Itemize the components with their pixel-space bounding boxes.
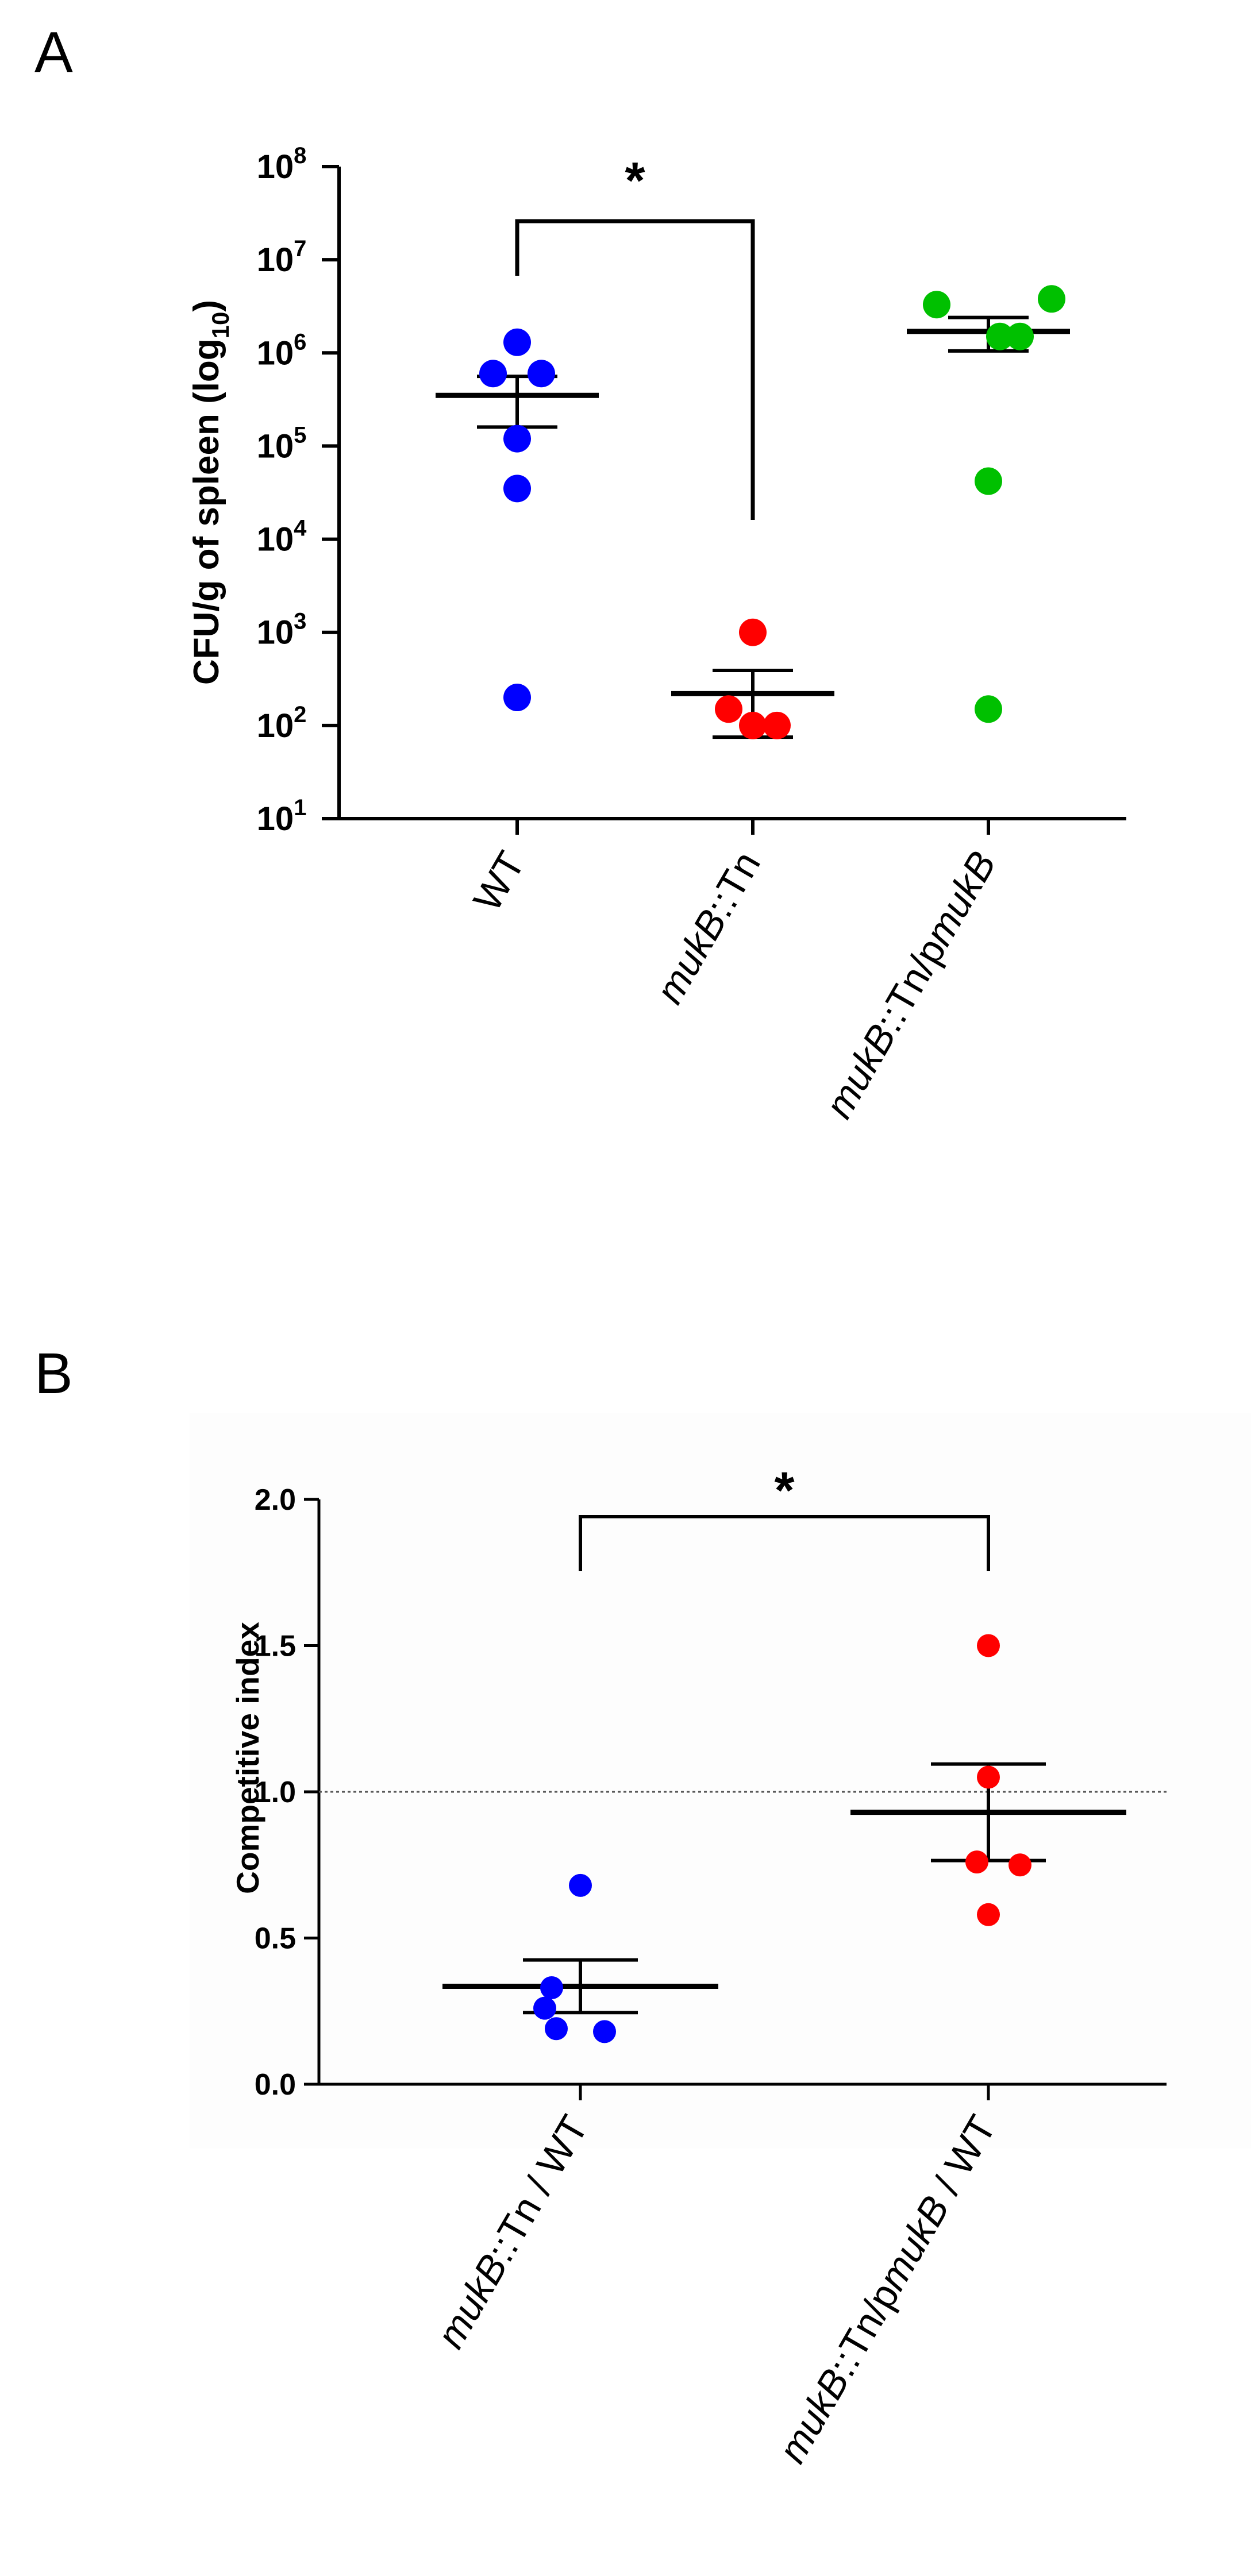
panel-b-background bbox=[190, 1413, 1251, 2149]
data-point bbox=[503, 684, 531, 712]
y-tick-base: 10 bbox=[257, 521, 294, 558]
significance-star: * bbox=[625, 152, 645, 210]
data-point bbox=[975, 695, 1002, 723]
panel-b-points bbox=[533, 1634, 1031, 2043]
y-tick-label: 107 bbox=[257, 236, 307, 279]
panel-b-significance-bracket: * bbox=[579, 1462, 990, 1571]
data-point bbox=[975, 467, 1002, 495]
y-tick-label: 101 bbox=[257, 795, 307, 838]
y-tick-base: 10 bbox=[257, 427, 294, 465]
y-tick-exponent: 2 bbox=[294, 702, 306, 727]
y-axis-label-main: CFU/g of spleen (log bbox=[187, 338, 226, 685]
data-point bbox=[533, 1996, 556, 2020]
data-point bbox=[739, 618, 767, 646]
y-tick-base: 10 bbox=[257, 334, 294, 372]
y-tick-exponent: 5 bbox=[294, 422, 306, 448]
data-point bbox=[1038, 285, 1065, 313]
data-point bbox=[739, 711, 767, 739]
data-point bbox=[986, 322, 1014, 350]
panel-b-mean-sem-bars bbox=[442, 1762, 1126, 2015]
data-point bbox=[545, 2017, 568, 2041]
y-tick-label: 0.5 bbox=[255, 1922, 296, 1956]
y-axis-label-subscript: 10 bbox=[207, 312, 234, 339]
y-tick-exponent: 7 bbox=[294, 236, 306, 261]
y-tick-exponent: 8 bbox=[294, 143, 306, 168]
panel-b-y-axis-label: Competitive index bbox=[230, 1622, 265, 1894]
panel-b-y-ticks: 0.0 0.5 1.0 1.5 2.0 bbox=[255, 1483, 319, 2101]
y-tick-exponent: 3 bbox=[294, 609, 306, 634]
data-point bbox=[977, 1765, 1000, 1789]
y-tick-label: 103 bbox=[257, 609, 307, 651]
data-point bbox=[923, 291, 950, 319]
data-point bbox=[715, 695, 742, 723]
significance-bracket-line bbox=[579, 1515, 990, 1571]
data-point bbox=[977, 1634, 1000, 1657]
y-tick-exponent: 1 bbox=[294, 795, 306, 820]
data-point bbox=[1006, 322, 1034, 350]
y-tick-label: 1.0 bbox=[255, 1776, 296, 1809]
data-point bbox=[763, 711, 791, 739]
data-point bbox=[479, 360, 507, 388]
panel-a-y-axis-label: CFU/g of spleen (log10) bbox=[187, 300, 234, 685]
panel-a-points bbox=[479, 285, 1065, 739]
panel-b-letter: B bbox=[34, 1341, 73, 1406]
y-tick-base: 10 bbox=[257, 800, 294, 838]
y-axis-label-close: ) bbox=[187, 300, 226, 312]
y-tick-base: 10 bbox=[257, 148, 294, 186]
significance-bracket-line bbox=[515, 219, 755, 520]
y-tick-base: 10 bbox=[257, 241, 294, 279]
y-tick-base: 10 bbox=[257, 614, 294, 651]
y-tick-label: 1.5 bbox=[255, 1630, 296, 1663]
y-tick-exponent: 4 bbox=[294, 516, 307, 541]
y-axis-label: Competitive index bbox=[230, 1622, 265, 1894]
data-point bbox=[503, 328, 531, 356]
data-point bbox=[503, 475, 531, 503]
y-tick-label: 106 bbox=[257, 329, 307, 372]
y-tick-base: 10 bbox=[257, 707, 294, 745]
data-point bbox=[977, 1903, 1000, 1926]
data-point bbox=[503, 425, 531, 453]
y-tick-label: 2.0 bbox=[255, 1483, 296, 1517]
data-point bbox=[965, 1850, 988, 1874]
data-point bbox=[540, 1976, 563, 2000]
y-tick-exponent: 6 bbox=[294, 329, 306, 354]
data-point bbox=[569, 1873, 592, 1897]
y-tick-label: 104 bbox=[257, 516, 307, 558]
data-point bbox=[593, 2020, 616, 2043]
y-tick-label: 108 bbox=[257, 143, 307, 186]
panel-a-letter: A bbox=[34, 20, 73, 84]
significance-star: * bbox=[774, 1462, 794, 1520]
data-point bbox=[528, 360, 555, 388]
data-point bbox=[1009, 1853, 1031, 1877]
y-tick-label: 0.0 bbox=[255, 2068, 296, 2101]
y-tick-label: 102 bbox=[257, 702, 307, 745]
panel-b: B 0.00.51.01.52.0 Competitive index * mu… bbox=[34, 1341, 1251, 2470]
y-axis-label: CFU/g of spleen (log10) bbox=[187, 300, 234, 685]
panel-a-axes bbox=[337, 167, 1126, 835]
panel-a-significance-bracket: * bbox=[515, 152, 755, 520]
y-tick-label: 105 bbox=[257, 422, 307, 465]
